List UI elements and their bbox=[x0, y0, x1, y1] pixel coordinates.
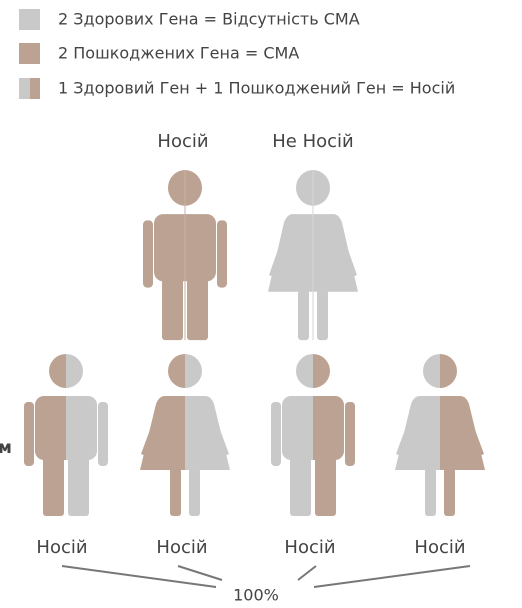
child-figure bbox=[395, 354, 485, 516]
legend-swatch bbox=[30, 78, 40, 99]
legend-swatch bbox=[19, 78, 30, 99]
legend-label: 2 Пошкоджених Гена = СМА bbox=[58, 44, 299, 63]
legend-label: 1 Здоровий Ген + 1 Пошкоджений Ген = Нос… bbox=[58, 79, 455, 98]
child-label: Носій bbox=[414, 537, 465, 558]
child-label: Носій bbox=[284, 537, 335, 558]
legend-label: 2 Здорових Гена = Відсутність СМА bbox=[58, 10, 360, 29]
child-figure bbox=[271, 354, 355, 516]
father-figure bbox=[143, 170, 227, 341]
child-figure bbox=[140, 354, 230, 516]
mother-figure bbox=[268, 170, 358, 341]
connector-lines bbox=[61, 565, 471, 588]
legend-swatch bbox=[19, 43, 40, 64]
legend-swatch bbox=[19, 9, 40, 30]
child-label: Носій bbox=[36, 537, 87, 558]
side-label: м bbox=[0, 438, 12, 458]
child-figure bbox=[24, 354, 108, 516]
parent-label: Не Носій bbox=[272, 131, 353, 152]
total-label: 100% bbox=[233, 586, 279, 605]
child-label: Носій bbox=[156, 537, 207, 558]
parent-label: Носій bbox=[157, 131, 208, 152]
